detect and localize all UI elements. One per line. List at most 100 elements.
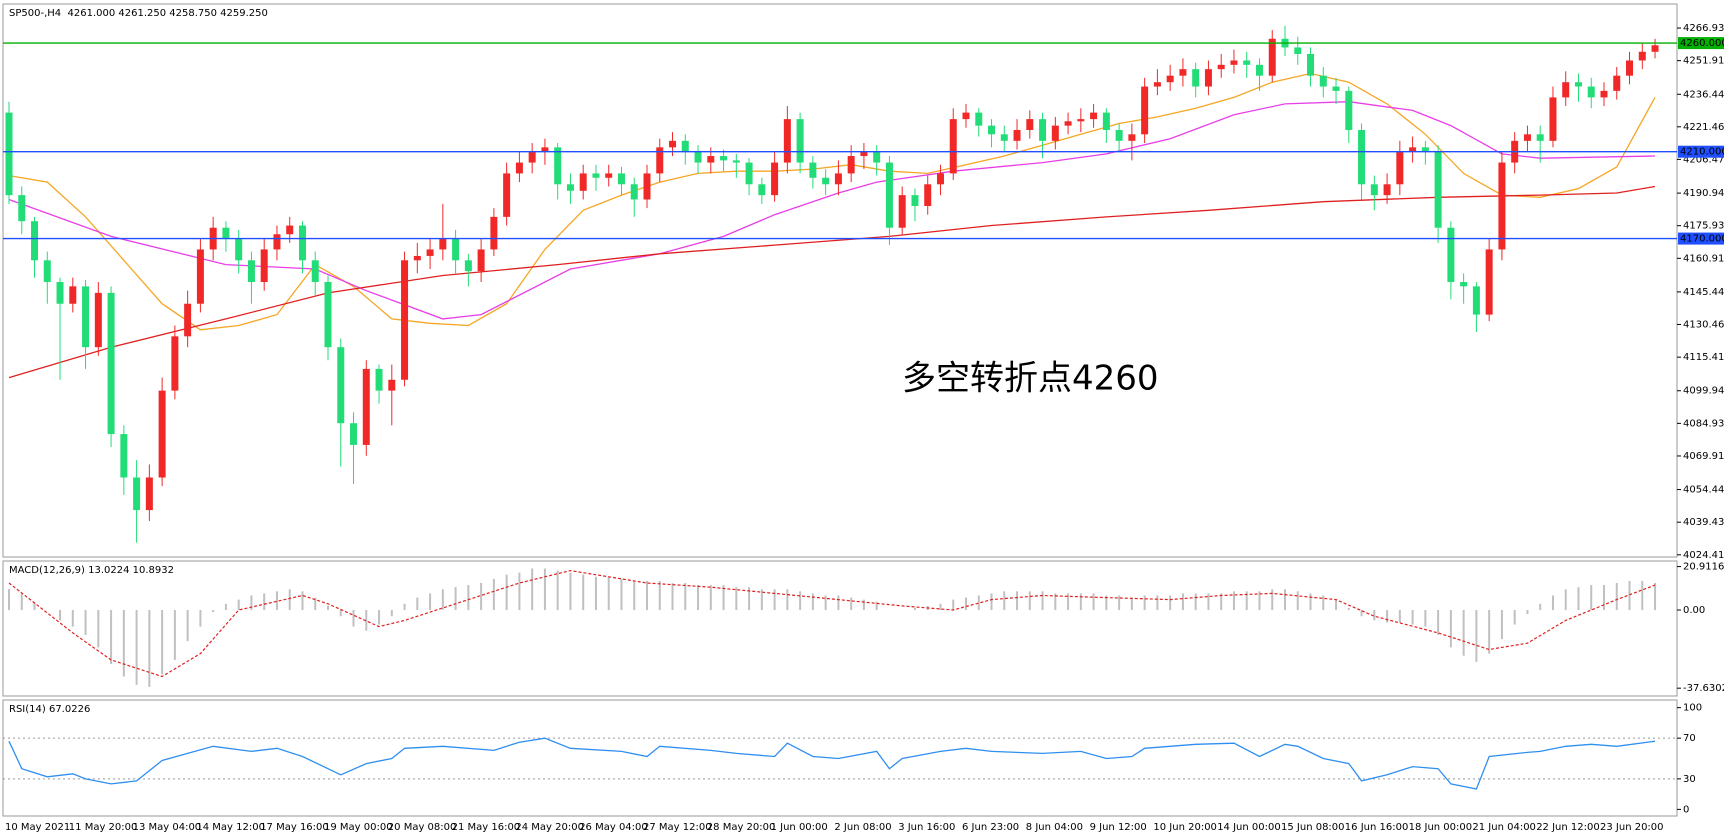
- macd-bar: [480, 583, 483, 611]
- x-tick-label: 18 Jun 00:00: [1409, 822, 1473, 833]
- candle-body: [413, 255, 421, 261]
- candle-body: [1268, 38, 1276, 76]
- macd-bar: [1590, 585, 1593, 611]
- macd-bar: [1054, 593, 1057, 611]
- candle-body: [1026, 119, 1034, 130]
- y-tick-label: 4084.930: [1683, 418, 1724, 429]
- y-tick-label: 4251.915: [1683, 56, 1724, 67]
- macd-bar: [288, 589, 291, 611]
- macd-bar: [1373, 610, 1376, 621]
- candle-body: [605, 173, 613, 178]
- macd-bar: [110, 610, 113, 665]
- candle-body: [145, 477, 153, 511]
- x-tick-label: 22 Jun 12:00: [1536, 822, 1600, 833]
- candle-body: [426, 249, 434, 256]
- macd-bar: [441, 589, 444, 611]
- macd-bar: [1475, 610, 1478, 662]
- price-level-label: 4210.000: [1680, 147, 1724, 158]
- candle-body: [1307, 53, 1315, 76]
- macd-bar: [1194, 593, 1197, 611]
- candle-body: [362, 368, 370, 445]
- macd-bar: [1526, 610, 1529, 615]
- y-tick-label: 4175.930: [1683, 221, 1724, 232]
- macd-bar: [556, 570, 559, 611]
- moving-average: [8, 101, 1656, 320]
- candle-body: [375, 368, 383, 391]
- candle-body: [94, 292, 102, 348]
- macd-bar: [492, 578, 495, 611]
- y-tick-label: 4236.445: [1683, 89, 1724, 100]
- candle-body: [1626, 60, 1634, 76]
- macd-bar: [33, 601, 36, 611]
- candle-body: [247, 260, 255, 283]
- candle-body: [5, 112, 13, 196]
- candle-body: [1370, 184, 1378, 196]
- macd-bar: [620, 578, 623, 611]
- candle-body: [1434, 151, 1442, 228]
- candle-body: [732, 160, 740, 163]
- candle-body: [758, 184, 766, 196]
- macd-bar: [697, 585, 700, 611]
- x-tick-label: 9 Jun 12:00: [1090, 822, 1147, 833]
- macd-bar: [1181, 593, 1184, 611]
- macd-bar: [1603, 585, 1605, 611]
- macd-bar: [1232, 591, 1235, 611]
- candle-body: [286, 225, 294, 235]
- macd-bar: [1156, 595, 1159, 611]
- y-tick-label: 4069.915: [1683, 451, 1724, 462]
- macd-bar: [952, 599, 955, 611]
- x-tick-label: 15 Jun 08:00: [1281, 822, 1345, 833]
- macd-bar: [1488, 610, 1491, 654]
- x-tick-label: 21 May 16:00: [452, 822, 521, 833]
- macd-bar: [1500, 610, 1503, 640]
- candle-body: [1255, 64, 1263, 76]
- candle-body: [656, 147, 664, 174]
- candle-body: [43, 260, 51, 283]
- y-tick-label: 4054.445: [1683, 485, 1724, 496]
- macd-bar: [1245, 591, 1248, 611]
- candle-body: [822, 177, 830, 185]
- candle-body: [1294, 47, 1302, 54]
- candle-body: [1217, 64, 1225, 70]
- macd-bar: [212, 610, 215, 613]
- macd-bar: [1028, 591, 1031, 611]
- x-tick-label: 1 Jun 00:00: [771, 822, 828, 833]
- macd-bar: [671, 583, 674, 611]
- macd-bar: [531, 568, 534, 611]
- y-tick-label: 4024.415: [1683, 550, 1724, 561]
- macd-bar: [1347, 607, 1350, 611]
- candle-body: [1319, 75, 1327, 87]
- macd-bar: [97, 610, 100, 648]
- candle-body: [1485, 249, 1493, 315]
- macd-bar: [1398, 610, 1401, 623]
- panel-title: RSI(14) 67.0226: [9, 704, 90, 715]
- macd-bar: [263, 593, 266, 611]
- candle-body: [1051, 125, 1059, 141]
- candle-body: [707, 156, 715, 163]
- macd-bar: [1207, 593, 1210, 611]
- macd-bar: [467, 585, 470, 611]
- macd-bar: [454, 587, 457, 611]
- y-tick-label: 70: [1683, 733, 1696, 744]
- macd-bar: [352, 610, 355, 627]
- macd-bar: [1309, 593, 1312, 611]
- candle-body: [1039, 119, 1047, 141]
- macd-bar: [1067, 593, 1070, 611]
- macd-bar: [569, 572, 572, 611]
- macd-bar: [862, 599, 865, 611]
- macd-bar: [990, 593, 993, 611]
- candle-body: [273, 234, 281, 250]
- y-tick-label: 4145.445: [1683, 287, 1724, 298]
- candle-body: [184, 303, 192, 337]
- macd-bar: [684, 583, 687, 611]
- macd-bar: [1577, 587, 1580, 611]
- candle-body: [18, 195, 26, 222]
- x-tick-label: 28 May 20:00: [707, 822, 776, 833]
- x-tick-label: 23 Jun 20:00: [1600, 822, 1664, 833]
- macd-bar: [1258, 591, 1261, 611]
- candle-body: [1141, 86, 1149, 135]
- signal-line: [8, 569, 1656, 678]
- candle-body: [311, 260, 319, 283]
- candle-body: [643, 173, 651, 200]
- macd-bar: [1551, 595, 1554, 611]
